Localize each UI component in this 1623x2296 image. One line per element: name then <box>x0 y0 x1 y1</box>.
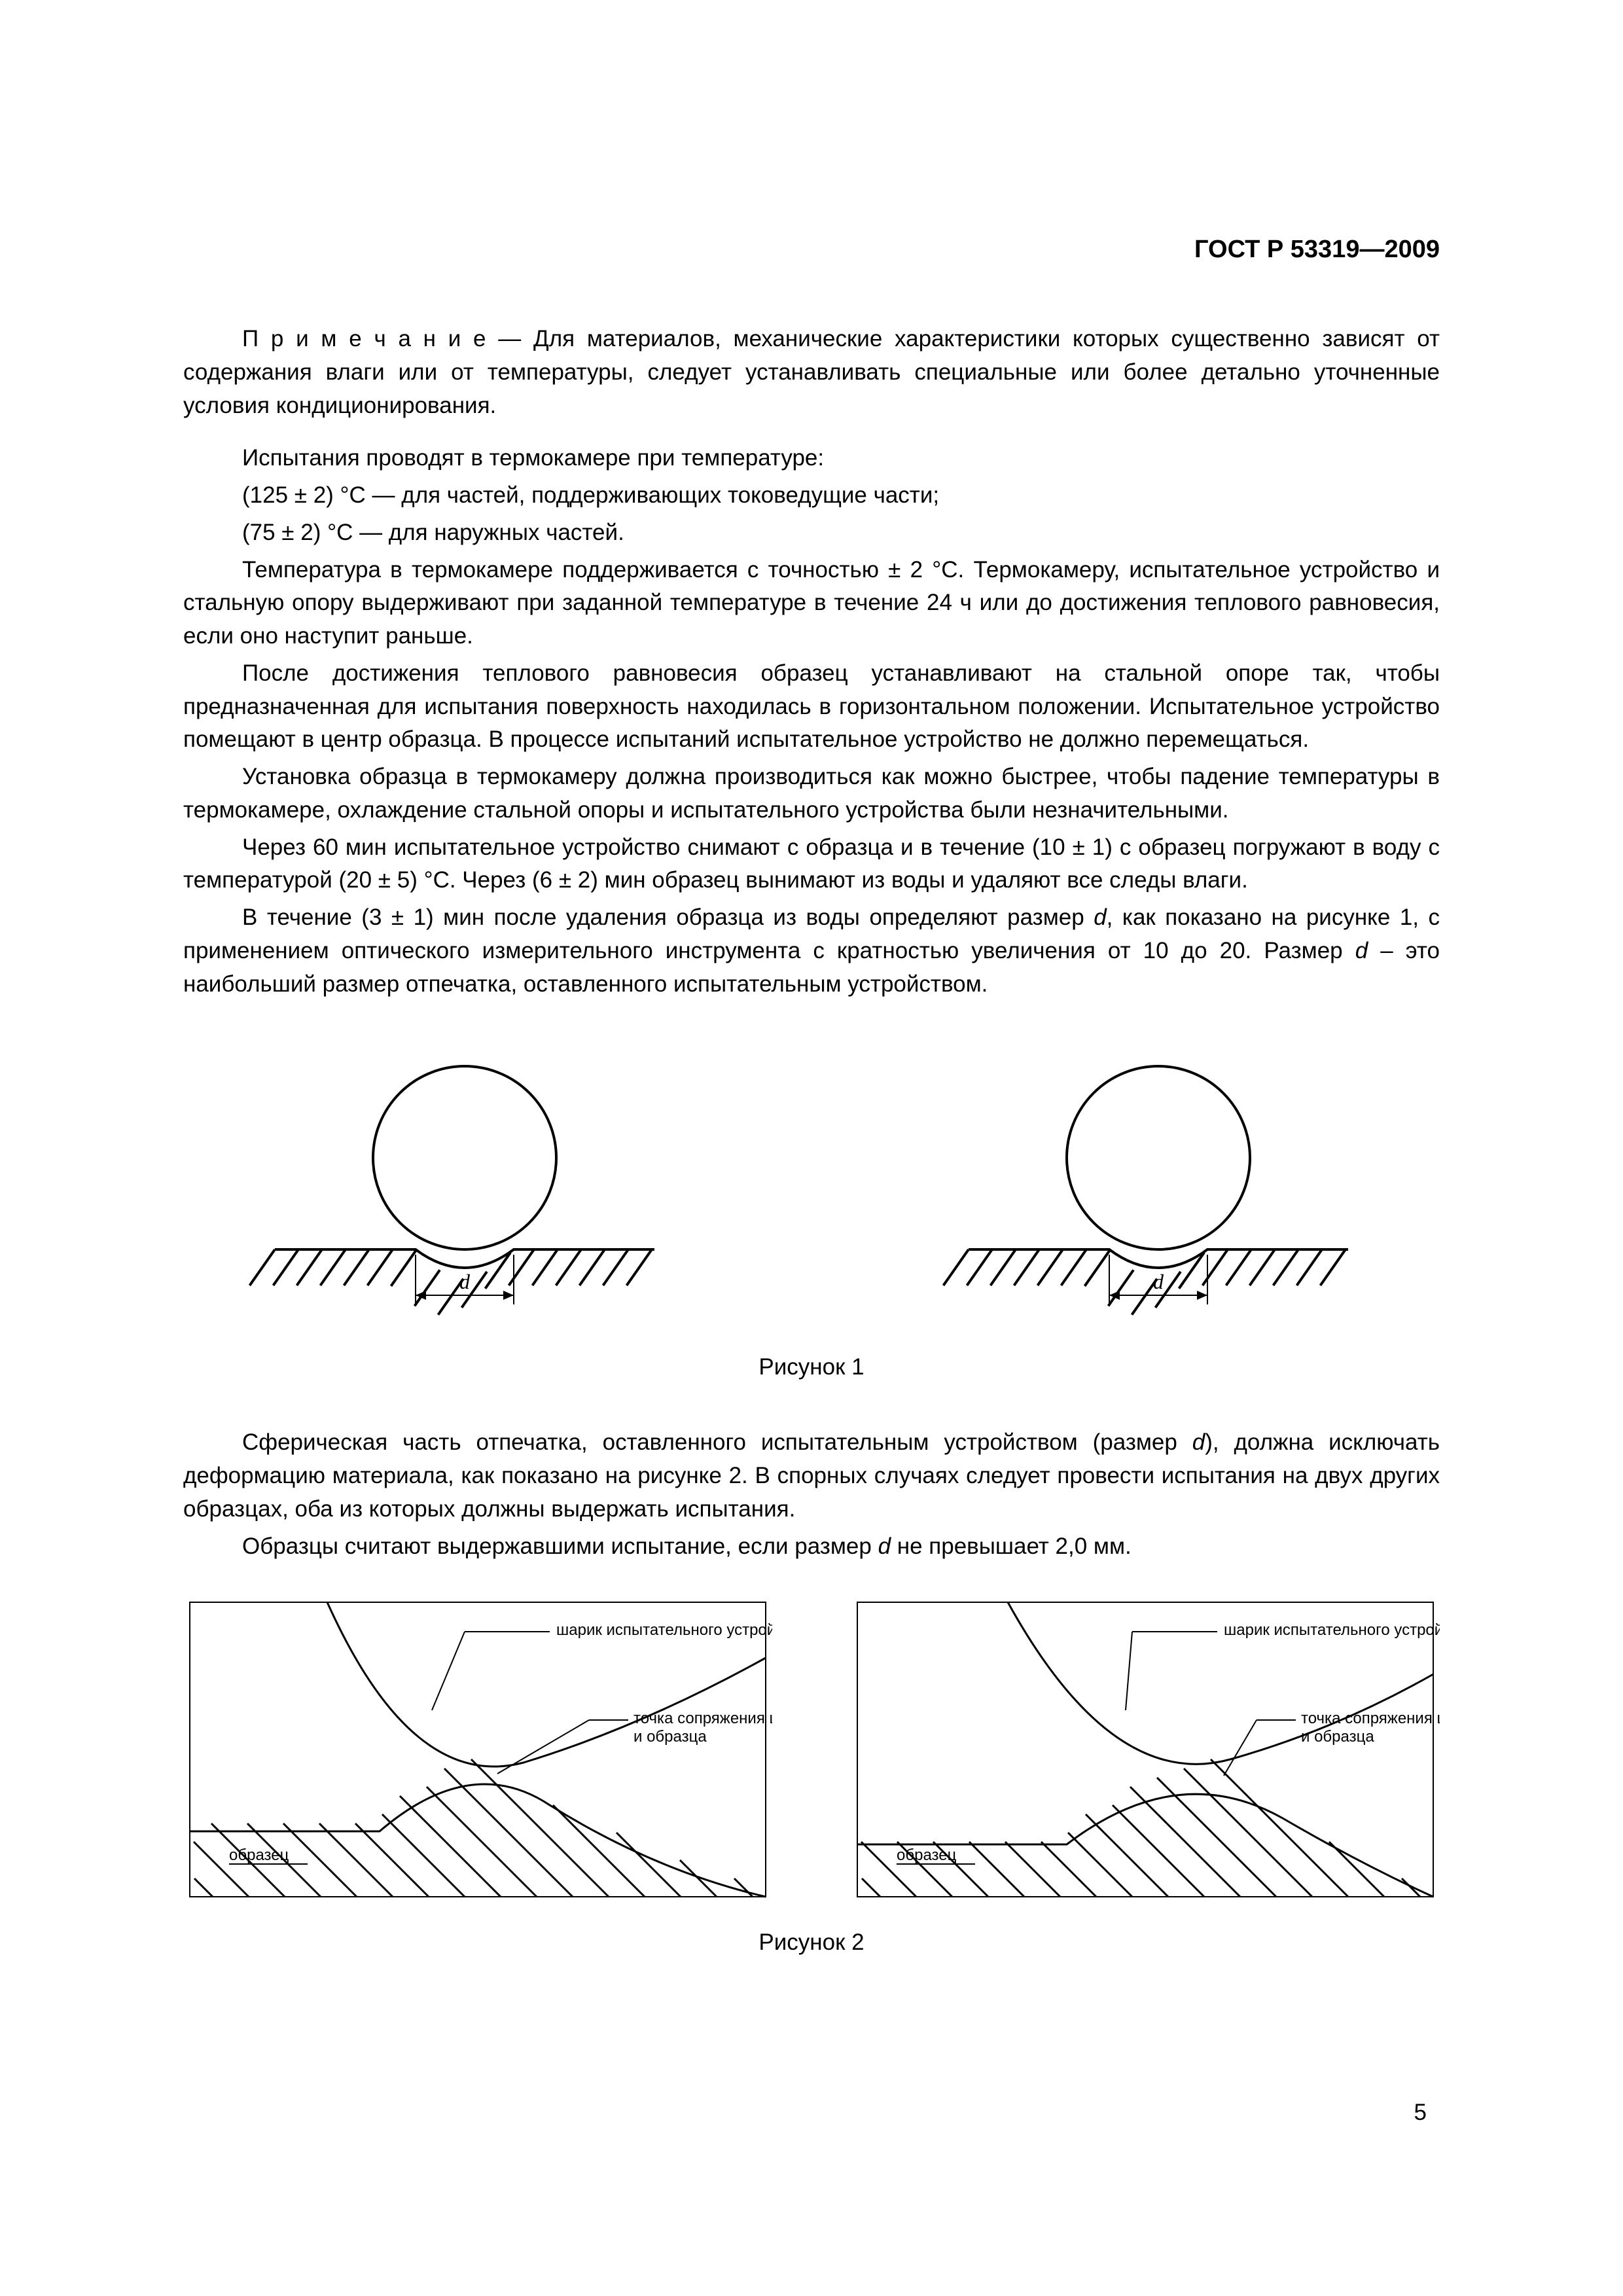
para-9a: Сферическая часть отпечатка, оставленног… <box>242 1429 1192 1455</box>
figure-2-right: шарик испытательного устройства точка соп… <box>851 1596 1440 1903</box>
page-number: 5 <box>1414 2100 1427 2126</box>
svg-text:точка сопряжения шарика: точка сопряжения шарика <box>633 1710 772 1727</box>
para-3: (75 ± 2) °С — для наружных частей. <box>183 516 1440 550</box>
para-2-text: (125 ± 2) °С — для частей, поддерживающи… <box>242 482 939 508</box>
figure-2-left: шарик испытательного устройства точка соп… <box>183 1596 772 1903</box>
para-6-text: Установка образца в термокамеру должна п… <box>183 764 1440 823</box>
svg-text:шарик испытательного устройств: шарик испытательного устройства <box>556 1621 772 1639</box>
figure-2-row: шарик испытательного устройства точка соп… <box>183 1596 1440 1903</box>
para-5-text: После достижения теплового равновесия об… <box>183 660 1440 753</box>
para-10a: Образцы считают выдержавшими испытание, … <box>242 1534 878 1559</box>
para-1: Испытания проводят в термокамере при тем… <box>183 442 1440 475</box>
para-8: В течение (3 ± 1) мин после удаления обр… <box>183 901 1440 1001</box>
d-var-3: d <box>1192 1429 1205 1455</box>
figure-1-left: d <box>183 1053 746 1328</box>
para-9: Сферическая часть отпечатка, оставленног… <box>183 1426 1440 1526</box>
para-4: Температура в термокамере поддерживается… <box>183 554 1440 653</box>
para-6: Установка образца в термокамеру должна п… <box>183 761 1440 827</box>
note-text: П р и м е ч а н и е — Для материалов, ме… <box>183 326 1440 418</box>
svg-text:d: d <box>1153 1270 1164 1293</box>
figure-1-right: d <box>877 1053 1440 1328</box>
note-paragraph: П р и м е ч а н и е — Для материалов, ме… <box>183 323 1440 422</box>
svg-text:образец: образец <box>229 1846 289 1864</box>
figure-1-row: d d <box>183 1053 1440 1328</box>
doc-header: ГОСТ Р 53319—2009 <box>183 236 1440 264</box>
figure-2-caption: Рисунок 2 <box>183 1929 1440 1956</box>
d-var-1: d <box>1094 905 1106 930</box>
svg-text:d: d <box>459 1270 471 1293</box>
para-5: После достижения теплового равновесия об… <box>183 657 1440 757</box>
para-7-text: Через 60 мин испытательное устройство сн… <box>183 834 1440 893</box>
svg-text:образец: образец <box>897 1846 957 1864</box>
para-7: Через 60 мин испытательное устройство сн… <box>183 831 1440 898</box>
svg-text:точка сопряжения шарика: точка сопряжения шарика <box>1301 1710 1440 1727</box>
para-1-text: Испытания проводят в термокамере при тем… <box>242 445 824 471</box>
para-3-text: (75 ± 2) °С — для наружных частей. <box>242 520 624 545</box>
svg-text:и образца: и образца <box>1301 1728 1374 1746</box>
svg-text:и образца: и образца <box>633 1728 707 1746</box>
d-var-2: d <box>1355 938 1368 963</box>
d-var-4: d <box>878 1534 891 1559</box>
para-10: Образцы считают выдержавшими испытание, … <box>183 1530 1440 1564</box>
figure-1-caption: Рисунок 1 <box>183 1354 1440 1380</box>
para-8a: В течение (3 ± 1) мин после удаления обр… <box>242 905 1094 930</box>
svg-text:шарик испытательного устройств: шарик испытательного устройства <box>1224 1621 1440 1639</box>
para-10b: не превышает 2,0 мм. <box>891 1534 1132 1559</box>
para-4-text: Температура в термокамере поддерживается… <box>183 557 1440 649</box>
para-2: (125 ± 2) °С — для частей, поддерживающи… <box>183 479 1440 512</box>
